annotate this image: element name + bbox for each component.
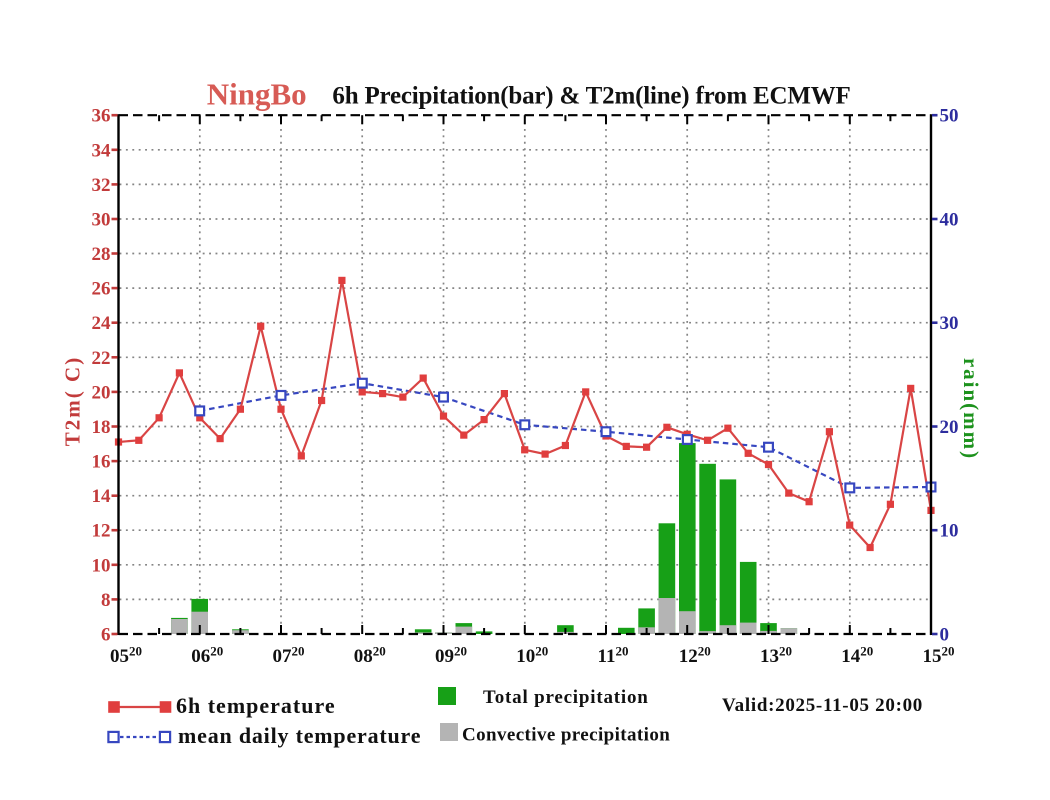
svg-text:36: 36 bbox=[92, 106, 111, 127]
svg-text:18: 18 bbox=[92, 417, 111, 438]
svg-text:12: 12 bbox=[92, 521, 111, 542]
svg-text:32: 32 bbox=[92, 175, 111, 196]
svg-text:Valid:2025-11-05 20:00: Valid:2025-11-05 20:00 bbox=[722, 695, 923, 716]
svg-text:24: 24 bbox=[92, 313, 112, 334]
svg-text:10: 10 bbox=[92, 555, 111, 576]
svg-text:40: 40 bbox=[940, 210, 959, 231]
svg-text:10: 10 bbox=[940, 521, 959, 542]
svg-text:26: 26 bbox=[92, 279, 111, 300]
svg-text:50: 50 bbox=[940, 106, 959, 127]
svg-text:6h temperature: 6h temperature bbox=[176, 693, 336, 718]
svg-text:30: 30 bbox=[940, 313, 959, 334]
svg-text:14: 14 bbox=[92, 486, 112, 507]
svg-text:0: 0 bbox=[940, 625, 950, 646]
svg-text:34: 34 bbox=[92, 140, 112, 161]
svg-text:20: 20 bbox=[92, 382, 111, 403]
svg-text:8: 8 bbox=[101, 590, 111, 611]
svg-text:Convective precipitation: Convective precipitation bbox=[462, 725, 670, 746]
svg-text:28: 28 bbox=[92, 244, 111, 265]
svg-text:6h Precipitation(bar) & T2m(li: 6h Precipitation(bar) & T2m(line) from E… bbox=[332, 83, 850, 110]
svg-text:30: 30 bbox=[92, 210, 111, 231]
svg-text:6: 6 bbox=[101, 625, 111, 646]
svg-text:rain(mm): rain(mm) bbox=[959, 358, 983, 460]
svg-text:NingBo: NingBo bbox=[207, 77, 307, 112]
svg-text:20: 20 bbox=[940, 417, 959, 438]
svg-text:Total precipitation: Total precipitation bbox=[483, 687, 649, 708]
svg-text:mean daily temperature: mean daily temperature bbox=[178, 723, 421, 748]
svg-text:T2m( C): T2m( C) bbox=[61, 356, 85, 446]
svg-text:16: 16 bbox=[92, 452, 111, 473]
svg-text:22: 22 bbox=[92, 348, 111, 369]
